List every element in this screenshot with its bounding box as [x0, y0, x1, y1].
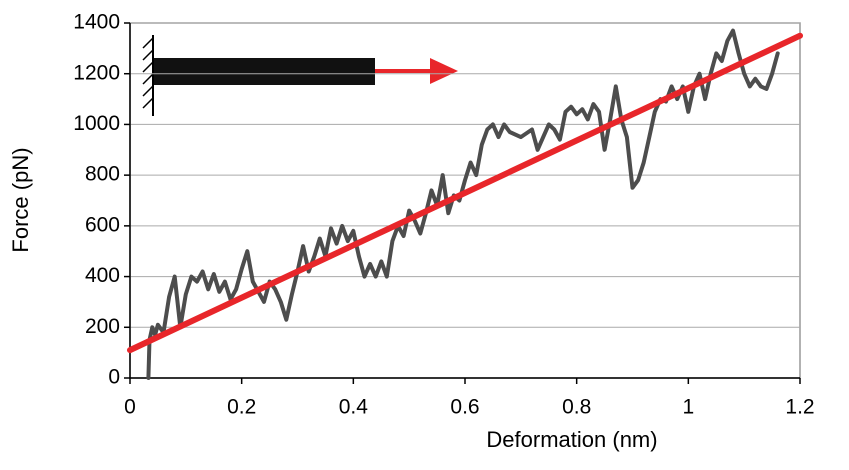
wall-hatch	[142, 37, 154, 109]
data-line	[146, 28, 780, 380]
arrow-head	[430, 58, 458, 84]
x-tick-label: 0.4	[339, 396, 369, 419]
x-tick-label: 1.2	[785, 396, 814, 419]
x-tick-label: 0.6	[450, 396, 479, 419]
y-tick-label: 1000	[73, 112, 120, 135]
beam	[154, 58, 375, 85]
y-tick-label: 1400	[73, 11, 120, 34]
x-tick-label: 0.8	[562, 396, 591, 419]
fit-line	[127, 32, 803, 354]
y-tick-label: 400	[85, 264, 120, 287]
y-axis-label: Force (pN)	[8, 147, 33, 252]
x-tick-label: 0	[124, 396, 136, 419]
y-tick-label: 600	[85, 213, 120, 236]
y-tick-label: 1200	[73, 61, 120, 84]
y-tick-label: 200	[85, 315, 120, 338]
x-tick-label: 1	[682, 396, 694, 419]
y-tick-label: 800	[85, 163, 120, 186]
y-tick-label: 0	[108, 366, 120, 389]
x-tick-label: 0.2	[227, 396, 256, 419]
x-axis-label: Deformation (nm)	[486, 427, 657, 452]
